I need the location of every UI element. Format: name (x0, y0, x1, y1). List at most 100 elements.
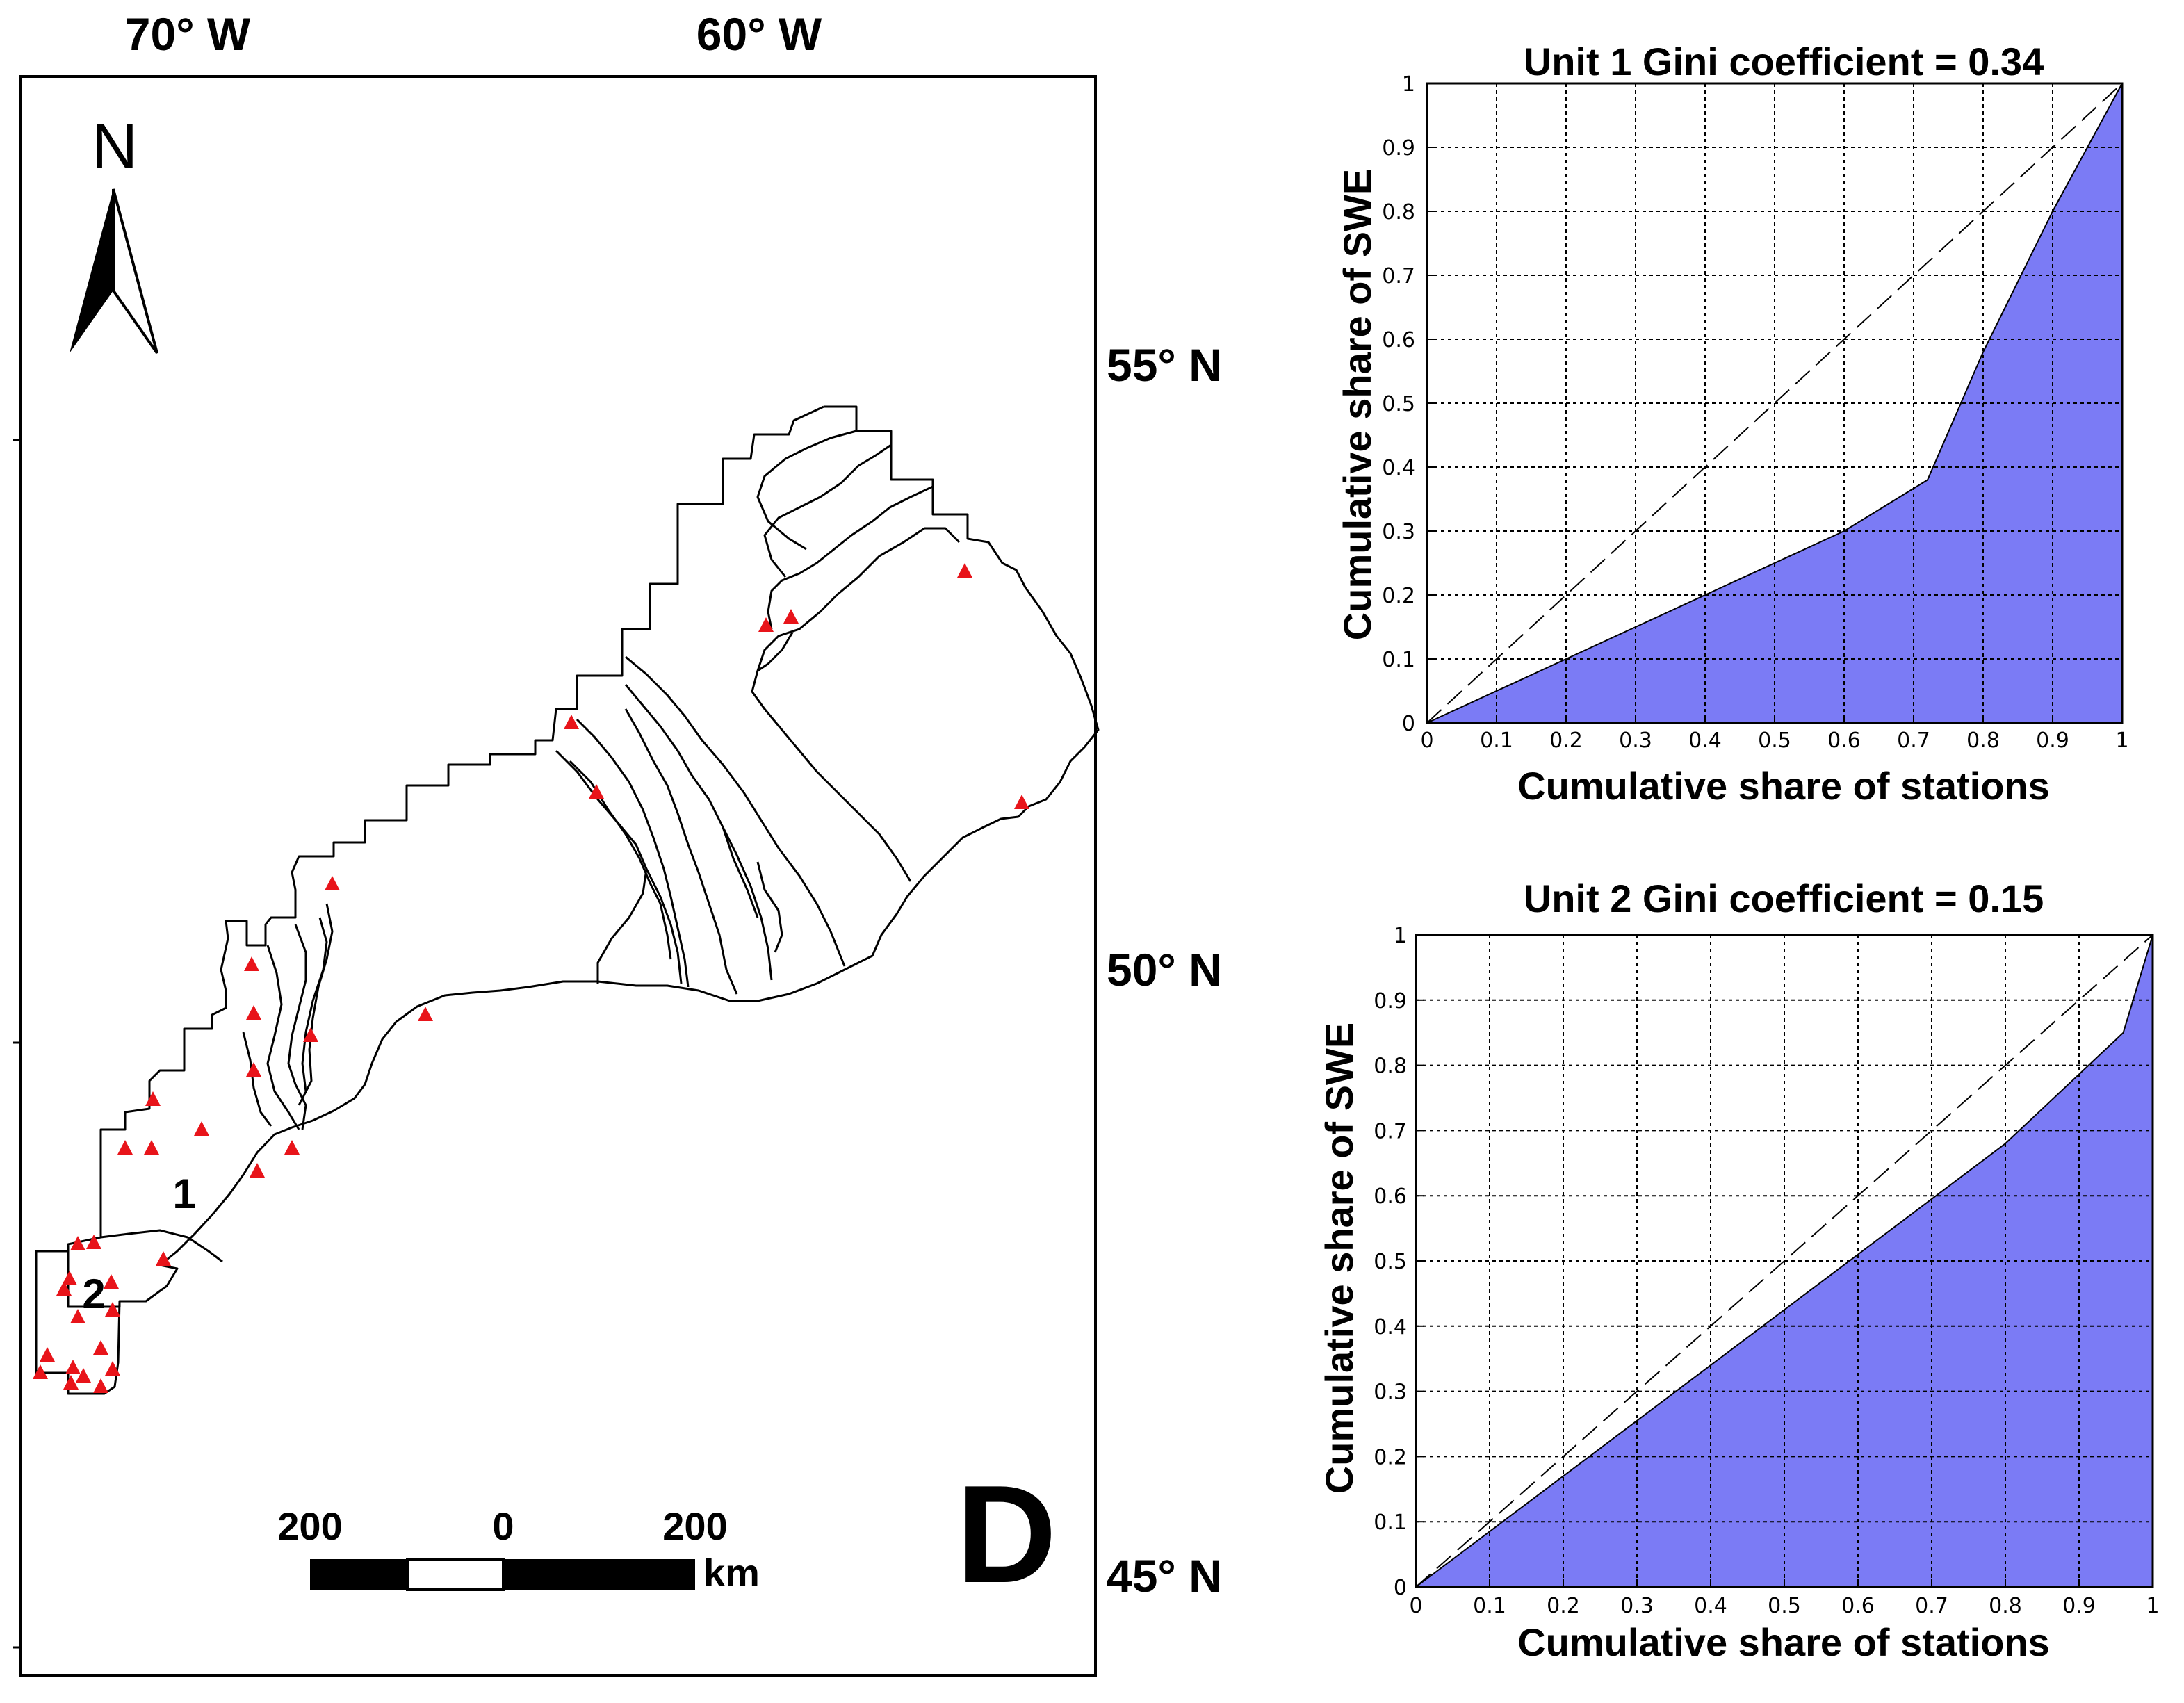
lon-label-60w: 60° W (696, 8, 822, 60)
x-tick-label: 0.4 (1694, 1594, 1727, 1618)
station-marker (33, 1364, 48, 1379)
y-tick-label: 0.9 (1382, 136, 1415, 161)
x-tick-label: 0 (1409, 1594, 1422, 1618)
station-marker (145, 1091, 161, 1106)
station-marker (56, 1281, 72, 1296)
station-marker (783, 609, 799, 624)
y-tick-label: 0.4 (1382, 456, 1415, 480)
basin-outline (35, 405, 1100, 1395)
station-marker (250, 1163, 265, 1178)
station-marker (303, 1027, 318, 1042)
y-tick-label: 0.1 (1374, 1510, 1407, 1535)
scale-bar: 200 0 200 km (277, 1504, 760, 1595)
station-marker (76, 1368, 91, 1383)
y-tick-label: 0.3 (1374, 1380, 1407, 1405)
north-arrow-icon: N (70, 111, 158, 355)
x-tick-label: 1 (2146, 1594, 2159, 1618)
y-tick-label: 0.5 (1382, 392, 1415, 416)
chart-ylabel: Cumulative share of SWE (1317, 1022, 1361, 1494)
station-marker (93, 1340, 108, 1355)
y-tick-label: 0.7 (1382, 264, 1415, 288)
station-marker (70, 1309, 85, 1323)
y-tick-label: 0.6 (1374, 1184, 1407, 1209)
station-marker (957, 563, 972, 578)
scale-label-center: 0 (492, 1504, 514, 1548)
map-panel: 70° W 60° W 55° N 50° N 45° N N (13, 8, 1222, 1677)
x-tick-label: 0.7 (1897, 728, 1930, 753)
station-marker (564, 715, 579, 729)
station-marker (93, 1378, 108, 1393)
x-tick-label: 0.1 (1473, 1594, 1506, 1618)
y-tick-label: 0.7 (1374, 1119, 1407, 1143)
x-tick-label: 0.4 (1688, 728, 1722, 753)
station-marker (62, 1271, 77, 1285)
y-tick-label: 0 (1394, 1576, 1407, 1600)
unit-label-2: 2 (82, 1271, 105, 1317)
station-marker (758, 617, 774, 632)
chart-ylabel: Cumulative share of SWE (1335, 169, 1379, 640)
station-marker (589, 784, 604, 799)
north-label: N (92, 111, 138, 182)
station-marker (70, 1236, 85, 1250)
chart-title: Unit 1 Gini coefficient = 0.34 (1524, 40, 2044, 83)
station-marker (40, 1347, 55, 1362)
station-markers (33, 563, 1029, 1393)
basin-west-boundary (67, 405, 824, 1251)
station-marker (105, 1361, 120, 1376)
x-tick-label: 0.7 (1915, 1594, 1948, 1618)
x-tick-label: 0.3 (1620, 1594, 1654, 1618)
x-tick-label: 0.1 (1480, 728, 1513, 753)
lat-label-55n: 55° N (1107, 339, 1222, 391)
lorenz-area (1427, 83, 2122, 723)
lat-label-45n: 45° N (1107, 1550, 1222, 1602)
station-marker (63, 1375, 79, 1390)
station-marker (86, 1235, 101, 1249)
x-tick-label: 0.8 (1966, 728, 2000, 753)
chart-unit-2: Unit 2 Gini coefficient = 0.15 Cumulativ… (1317, 877, 2160, 1664)
panel-letter: D (956, 1457, 1057, 1612)
map-frame (19, 75, 1097, 1677)
x-tick-label: 0.3 (1619, 728, 1652, 753)
x-tick-label: 0.8 (1989, 1594, 2022, 1618)
station-marker (418, 1007, 433, 1021)
scale-unit: km (703, 1551, 760, 1595)
unit-label-1: 1 (172, 1171, 195, 1217)
y-tick-label: 0 (1402, 712, 1415, 736)
x-tick-label: 0.6 (1827, 728, 1861, 753)
lon-label-70w: 70° W (125, 8, 251, 60)
station-marker (117, 1140, 133, 1155)
y-tick-label: 0.8 (1382, 200, 1415, 225)
y-tick-label: 0.1 (1382, 648, 1415, 672)
x-tick-label: 1 (2115, 728, 2128, 753)
x-tick-label: 0.9 (2062, 1594, 2096, 1618)
y-tick-label: 0.4 (1374, 1315, 1407, 1339)
y-tick-label: 1 (1402, 72, 1415, 97)
chart-unit-1: Unit 1 Gini coefficient = 0.34 Cumulativ… (1335, 40, 2129, 808)
station-marker (246, 1005, 261, 1020)
y-tick-label: 0.6 (1382, 328, 1415, 352)
station-marker (105, 1302, 120, 1317)
x-tick-label: 0.9 (2036, 728, 2069, 753)
station-marker (284, 1140, 300, 1155)
station-marker (104, 1274, 119, 1289)
chart-xlabel: Cumulative share of stations (1517, 1620, 2050, 1664)
x-tick-label: 0.5 (1768, 1594, 1801, 1618)
y-tick-label: 0.9 (1374, 989, 1407, 1013)
x-tick-label: 0.2 (1547, 1594, 1580, 1618)
equality-line (1426, 83, 2123, 724)
station-marker (194, 1121, 209, 1136)
y-tick-label: 0.3 (1382, 520, 1415, 544)
station-marker (244, 956, 259, 971)
station-marker (65, 1360, 81, 1374)
y-tick-label: 0.5 (1374, 1250, 1407, 1274)
x-tick-label: 0.5 (1758, 728, 1791, 753)
station-marker (246, 1062, 261, 1077)
x-tick-label: 0 (1420, 728, 1433, 753)
scale-label-left: 200 (277, 1504, 342, 1548)
y-tick-label: 1 (1394, 924, 1407, 948)
scale-label-right: 200 (662, 1504, 727, 1548)
chart-xlabel: Cumulative share of stations (1517, 764, 2050, 808)
y-tick-label: 0.2 (1382, 584, 1415, 608)
equality-line (1415, 934, 2153, 1588)
